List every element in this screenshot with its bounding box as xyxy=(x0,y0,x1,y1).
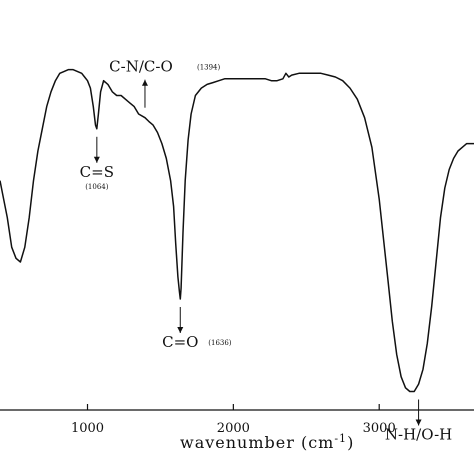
annotation-label: C=S xyxy=(80,163,114,181)
annotation-label: C=O xyxy=(162,333,198,351)
series-line xyxy=(0,68,474,393)
annotation-wavenumber: (1064) xyxy=(85,183,109,191)
x-tick-labels: 1000 2000 3000 xyxy=(71,421,396,436)
x-axis-title-text: wavenumber (cm xyxy=(180,433,334,452)
x-axis-title-superscript: -1 xyxy=(334,432,347,445)
x-tick-label-3000: 3000 xyxy=(363,421,396,436)
annotation-label: C-N/C-O xyxy=(109,58,173,76)
x-tick-label-1000: 1000 xyxy=(71,421,104,436)
peak-annotations: C=S (1064) C-N/C-O (1394) C=O (1636) N-H/O-H xyxy=(80,58,453,444)
x-axis-title-close: ) xyxy=(347,433,354,452)
x-axis-title: wavenumber (cm-1) xyxy=(180,432,354,452)
annotation-1: C-N/C-O (1394) xyxy=(109,58,221,108)
annotation-3: N-H/O-H xyxy=(385,399,452,444)
x-ticks xyxy=(86,404,380,410)
annotation-0: C=S (1064) xyxy=(80,136,114,191)
annotation-2: C=O (1636) xyxy=(162,307,232,351)
annotation-arrow-head xyxy=(93,156,100,163)
annotation-wavenumber: (1636) xyxy=(208,339,232,347)
annotation-label: N-H/O-H xyxy=(385,426,452,444)
annotation-arrow-head xyxy=(141,79,148,86)
annotation-arrow-head xyxy=(177,327,184,333)
x-tick-label-2000: 2000 xyxy=(217,421,250,436)
annotation-arrow-head xyxy=(415,419,422,426)
annotation-wavenumber: (1394) xyxy=(197,64,221,72)
